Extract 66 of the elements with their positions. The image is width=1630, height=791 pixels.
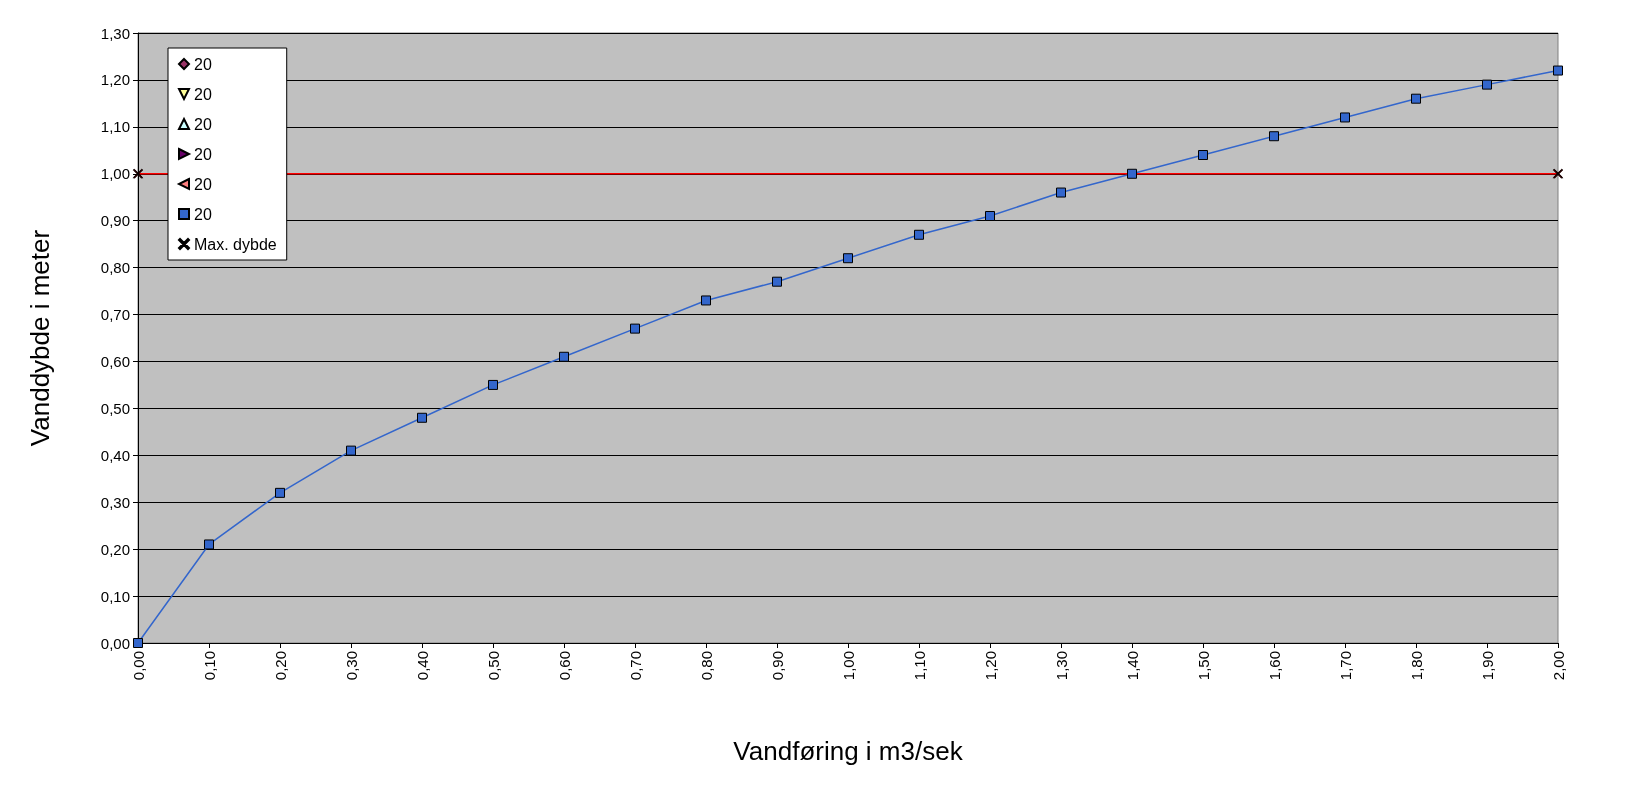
x-tick-label: 0,50 — [484, 651, 502, 681]
y-tick-label: 0,30 — [100, 493, 130, 511]
point — [275, 487, 285, 498]
x-tick-label: 1,00 — [839, 651, 857, 681]
legend-label: 20 — [194, 145, 212, 163]
x-tick-label: 1,60 — [1265, 651, 1283, 681]
point — [1411, 93, 1421, 104]
point — [1340, 112, 1350, 123]
point — [1127, 168, 1137, 179]
legend-label: 20 — [194, 175, 212, 193]
y-tick-label: 0,90 — [100, 212, 130, 230]
legend-label: 20 — [194, 205, 212, 223]
x-tick-label: 1,10 — [910, 651, 928, 681]
point — [914, 229, 924, 240]
point — [488, 379, 498, 390]
x-tick-label: 0,10 — [200, 651, 218, 681]
point — [985, 211, 995, 221]
legend-label: 20 — [194, 85, 212, 103]
point — [346, 445, 356, 456]
y-tick-label: 0,80 — [100, 259, 130, 277]
point — [1482, 79, 1492, 90]
y-tick-label: 0,20 — [100, 540, 130, 558]
point — [1198, 150, 1208, 160]
x-tick-label: 1,80 — [1407, 651, 1425, 681]
point — [630, 323, 640, 334]
point — [417, 412, 427, 423]
point — [1056, 187, 1066, 198]
point — [1269, 131, 1279, 142]
y-tick-label: 0,50 — [100, 399, 130, 417]
legend-label: Max. dybde — [194, 235, 277, 253]
point — [772, 276, 782, 287]
x-tick-label: 0,60 — [555, 651, 573, 681]
x-tick-label: 1,20 — [981, 651, 999, 681]
point — [1553, 65, 1563, 76]
x-tick-label: 1,90 — [1478, 651, 1496, 681]
point — [843, 253, 853, 264]
y-tick-label: 0,00 — [100, 634, 130, 652]
y-tick-label: 0,10 — [100, 587, 130, 605]
x-axis-title: Vandføring i m3/sek — [733, 736, 964, 766]
point — [133, 168, 143, 179]
y-tick-label: 1,30 — [100, 24, 130, 42]
point — [204, 539, 214, 550]
x-tick-label: 0,80 — [697, 651, 715, 681]
point — [701, 295, 711, 306]
y-tick-label: 1,00 — [100, 165, 130, 183]
y-tick-label: 0,60 — [100, 352, 130, 370]
x-tick-label: 0,30 — [342, 651, 360, 681]
legend-label: 20 — [194, 115, 212, 133]
y-tick-label: 0,70 — [100, 306, 130, 324]
point — [1553, 168, 1563, 179]
x-tick-label: 1,40 — [1123, 651, 1141, 681]
y-axis-title: Vanddybde i meter — [25, 229, 55, 447]
x-tick-label: 0,40 — [413, 651, 431, 681]
point — [559, 351, 569, 362]
x-tick-label: 1,70 — [1336, 651, 1354, 681]
x-tick-label: 0,20 — [271, 651, 289, 681]
x-tick-label: 1,30 — [1052, 651, 1070, 681]
x-tick-label: 1,50 — [1194, 651, 1212, 681]
x-tick-label: 0,90 — [768, 651, 786, 681]
legend-label: 20 — [194, 55, 212, 73]
y-tick-label: 1,20 — [100, 71, 130, 89]
y-tick-label: 1,10 — [100, 118, 130, 136]
x-tick-label: 2,00 — [1549, 651, 1567, 681]
y-tick-label: 0,40 — [100, 446, 130, 464]
point — [133, 638, 143, 648]
x-tick-label: 0,70 — [626, 651, 644, 681]
